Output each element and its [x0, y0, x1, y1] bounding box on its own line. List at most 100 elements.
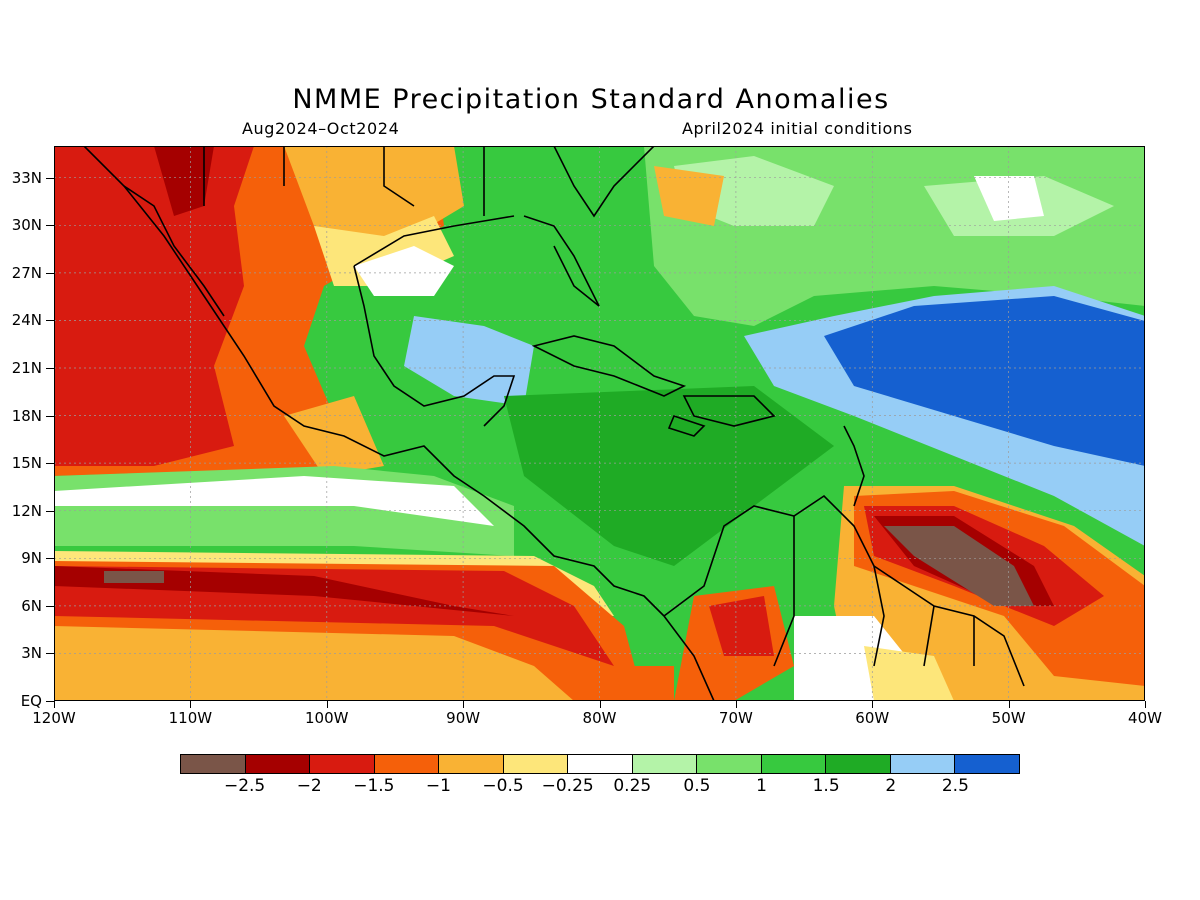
legend-swatch: [310, 755, 375, 773]
lon-tick-label: 50W: [991, 709, 1026, 727]
legend-swatch: [568, 755, 633, 773]
legend-swatch: [761, 755, 827, 773]
coast-lesser-antilles: [843, 425, 865, 507]
lon-tick-mark: [190, 701, 192, 708]
lon-tick-label: 70W: [718, 709, 753, 727]
lon-tick-mark: [54, 701, 55, 708]
field-mexico-red: [54, 146, 254, 466]
field-pacific-orange: [284, 396, 384, 476]
island-cuba: [531, 335, 687, 397]
field-mexico-darkred: [154, 146, 214, 216]
legend-swatch: [697, 755, 762, 773]
forecast-period: Aug2024–Oct2024: [242, 119, 400, 138]
field-guiana-brown: [884, 526, 1034, 606]
lat-tick-mark: [46, 368, 54, 369]
lon-tick-mark: [735, 701, 737, 708]
coast-mexico-central-america: [83, 146, 665, 617]
lon-tick-mark: [1145, 701, 1146, 708]
legend-label: 2: [885, 776, 897, 796]
coast-baja: [123, 185, 225, 317]
legend-label: −2.5: [223, 776, 266, 796]
coast-us-east: [553, 146, 655, 218]
legend-label: −0.25: [541, 776, 594, 796]
legend-label: −1: [425, 776, 451, 796]
field-amazon-yellow: [864, 646, 954, 701]
legend-label: 0.25: [613, 776, 652, 796]
lon-tick-label: 40W: [1128, 709, 1162, 727]
lat-tick-label: 27N: [11, 263, 42, 282]
lat-tick-mark: [46, 510, 54, 512]
lat-tick-mark: [46, 272, 54, 274]
field-gulf-blue: [404, 316, 534, 406]
borders-north: [203, 146, 485, 216]
field-south-lightorange: [54, 626, 574, 701]
legend-label: 2.5: [941, 776, 969, 796]
coastlines: [83, 146, 1025, 701]
lat-tick-label: 24N: [11, 311, 42, 330]
lat-tick-mark: [46, 605, 54, 607]
field-atl-dark-blue: [824, 296, 1145, 466]
lat-tick-label: EQ: [20, 692, 42, 710]
lat-tick-mark: [46, 225, 54, 227]
legend-swatch: [632, 755, 698, 773]
initial-conditions: April2024 initial conditions: [682, 119, 913, 138]
field-ne-orange: [654, 166, 724, 226]
legend-label: 1: [756, 776, 767, 796]
lat-tick-mark: [46, 701, 54, 702]
legend-swatch: [955, 755, 1019, 773]
island-jamaica: [667, 415, 706, 437]
lon-tick-label: 90W: [446, 709, 481, 727]
lat-tick-label: 15N: [11, 454, 42, 473]
legend-swatch: [503, 755, 569, 773]
lat-tick-label: 33N: [11, 168, 42, 187]
lon-tick-label: 100W: [305, 709, 349, 727]
lat-tick-mark: [46, 320, 54, 322]
map-title: NMME Precipitation Standard Anomalies: [292, 84, 890, 115]
legend-label: 1.5: [812, 776, 840, 796]
lat-tick-label: 12N: [11, 501, 42, 520]
lat-tick-mark: [46, 653, 54, 655]
coast-gulf-north: [353, 215, 515, 267]
legend-swatch: [245, 755, 311, 773]
field-itcz-white: [54, 476, 494, 526]
field-south-brown: [104, 571, 164, 583]
lat-tick-label: 3N: [21, 644, 42, 663]
legend-swatch: [181, 755, 246, 773]
lon-tick-label: 60W: [855, 709, 890, 727]
anomaly-field: [54, 146, 1145, 701]
lat-tick-label: 9N: [21, 549, 42, 568]
legend-swatch: [374, 755, 440, 773]
lat-tick-mark: [46, 463, 54, 465]
field-ecuador-orange: [614, 666, 674, 701]
borders-south-america: [663, 516, 975, 701]
legend-label: −0.5: [482, 776, 524, 796]
lon-tick-mark: [872, 701, 874, 708]
lat-tick-mark: [46, 177, 54, 179]
coast-florida: [523, 215, 600, 307]
legend-swatch: [826, 755, 891, 773]
anomaly-map: [54, 146, 1145, 701]
legend-label: −1.5: [353, 776, 395, 796]
lat-tick-mark: [46, 558, 54, 560]
lon-tick-label: 110W: [168, 709, 213, 727]
field-ne-white: [974, 176, 1044, 221]
lon-tick-mark: [1008, 701, 1010, 708]
lon-tick-mark: [463, 701, 465, 708]
field-south-darkred: [54, 566, 514, 616]
legend-label: −2: [296, 776, 322, 796]
map-gridlines: [54, 146, 1145, 701]
lon-tick-label: 80W: [582, 709, 617, 727]
lon-tick-mark: [599, 701, 601, 708]
lon-tick-mark: [326, 701, 328, 708]
lat-tick-mark: [46, 415, 54, 417]
lat-tick-label: 30N: [11, 216, 42, 235]
legend-swatch: [439, 755, 504, 773]
legend-swatch: [890, 755, 956, 773]
lat-tick-label: 6N: [21, 596, 42, 615]
legend-label: 0.5: [683, 776, 711, 796]
coast-yucatan: [353, 265, 516, 427]
field-colombia-red: [709, 596, 774, 656]
field-texas-white: [354, 246, 454, 296]
field-caribbean-green: [504, 386, 834, 566]
lon-tick-label: 120W: [32, 709, 76, 727]
